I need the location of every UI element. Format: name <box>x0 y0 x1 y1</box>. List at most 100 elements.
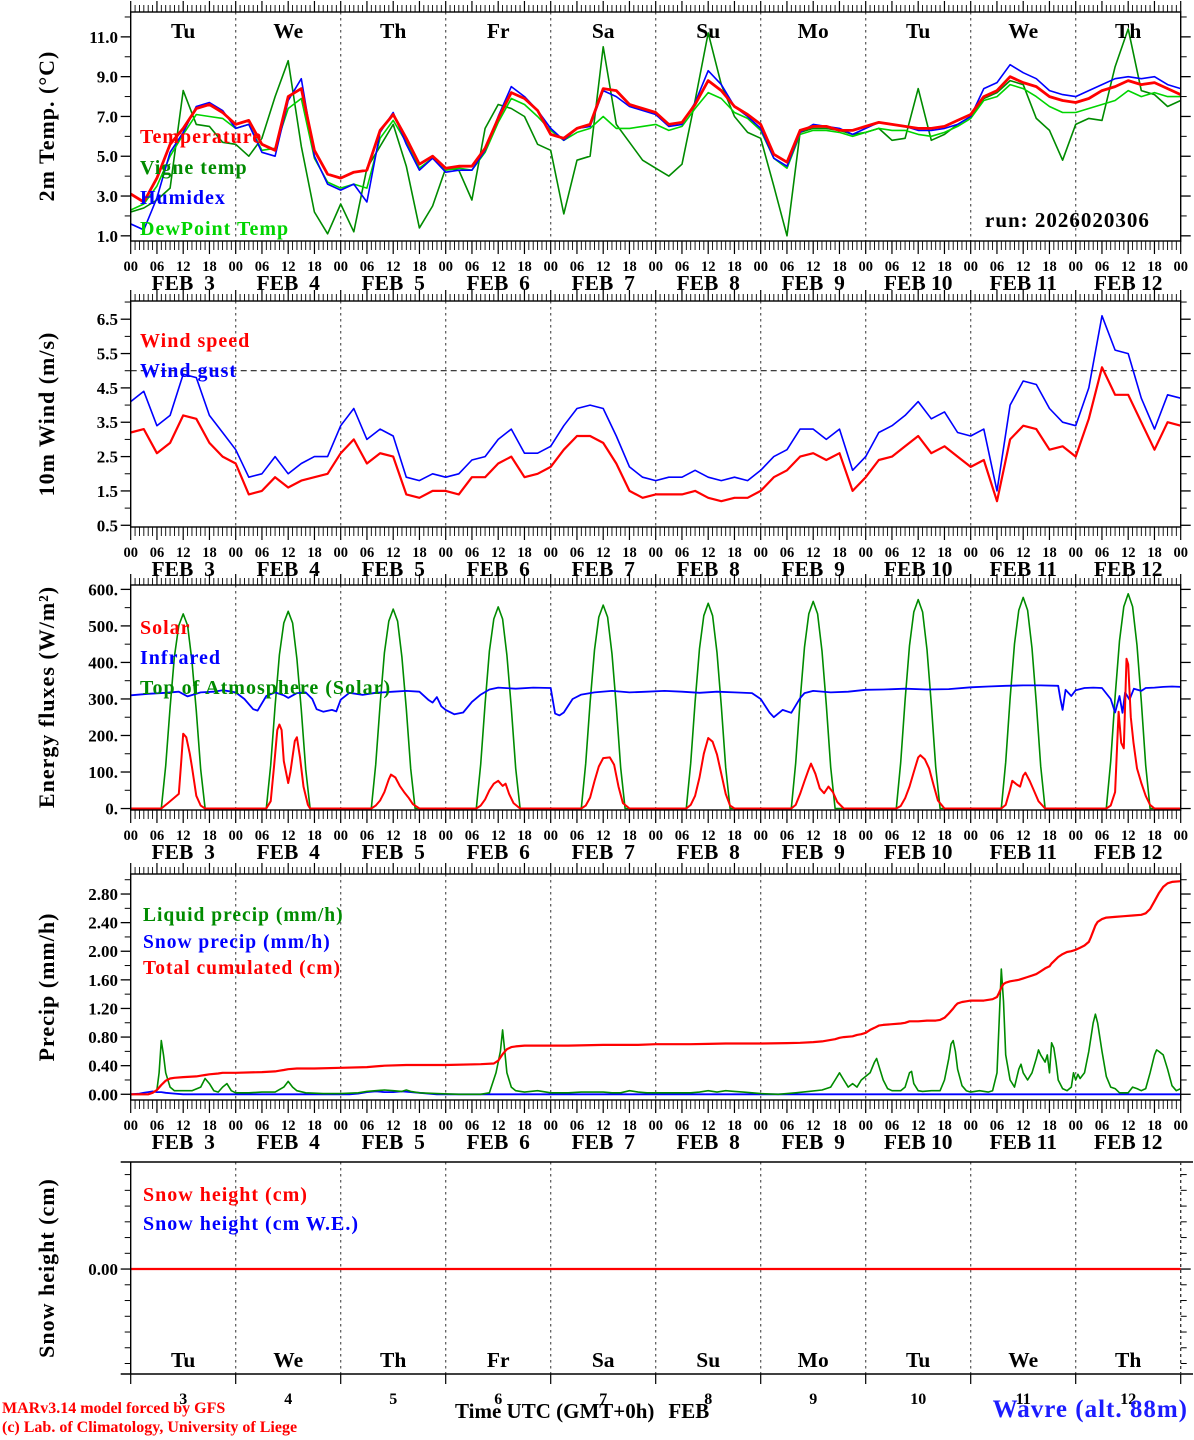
day-name-label: Su <box>696 19 720 43</box>
hour-tick-label: 06 <box>360 259 375 275</box>
date-label: FEB 12 <box>1094 840 1163 864</box>
hour-tick-label: 18 <box>622 545 637 561</box>
hour-tick-label: 00 <box>753 259 768 275</box>
hour-tick-label: 00 <box>438 259 453 275</box>
hour-tick-label: 18 <box>1042 828 1057 844</box>
date-label: FEB 10 <box>884 840 953 864</box>
hour-tick-label: 12 <box>1121 828 1136 844</box>
hour-tick-label: 06 <box>1095 828 1110 844</box>
hour-tick-label: 18 <box>1147 828 1162 844</box>
day-number-label: 11 <box>1016 1391 1031 1408</box>
hour-tick-label: 18 <box>412 1118 427 1134</box>
date-label: FEB 4 <box>257 840 321 864</box>
hour-tick-label: 12 <box>491 259 506 275</box>
infrared-series <box>130 684 1181 719</box>
day-name-label: Tu <box>171 19 195 43</box>
legend-snow-precip-mm-h: Snow precip (mm/h) <box>143 931 331 953</box>
y-tick-label: 2.00 <box>88 942 118 961</box>
hour-tick-label: 12 <box>1121 259 1136 275</box>
hour-tick-label: 06 <box>150 259 165 275</box>
hour-tick-label: 06 <box>1095 545 1110 561</box>
y-tick-label: 1.20 <box>88 999 118 1018</box>
day-name-label: Tu <box>171 1348 195 1372</box>
hour-tick-label: 12 <box>1016 259 1031 275</box>
hour-tick-label: 06 <box>780 828 795 844</box>
total-cumulated-series <box>130 880 1181 1096</box>
lab-credit: (c) Lab. of Climatology, University of L… <box>2 1419 298 1436</box>
day-name-label: We <box>273 19 303 43</box>
day-number-label: 4 <box>284 1391 292 1408</box>
hour-tick-label: 12 <box>806 828 821 844</box>
hour-tick-label: 06 <box>465 545 480 561</box>
hour-tick-label: 12 <box>281 1118 296 1134</box>
y-tick-label: 600. <box>88 580 118 599</box>
date-label: FEB 3 <box>152 840 216 864</box>
day-number-label: 5 <box>389 1391 397 1408</box>
hour-tick-label: 18 <box>832 828 847 844</box>
hour-tick-label: 00 <box>333 545 348 561</box>
dewpoint-temp-series <box>130 83 1181 211</box>
hour-tick-label: 00 <box>963 1118 978 1134</box>
date-label: FEB 8 <box>677 840 741 864</box>
y-tick-label: 0.00 <box>88 1085 118 1104</box>
date-label: FEB 7 <box>572 840 636 864</box>
hour-tick-label: 00 <box>1173 828 1188 844</box>
date-label: FEB 5 <box>362 1130 425 1154</box>
temp-axis-title: 2m Temp. (°C) <box>34 50 59 202</box>
hour-tick-label: 18 <box>832 545 847 561</box>
hour-tick-label: 12 <box>1016 1118 1031 1134</box>
day-name-label: We <box>273 1348 303 1372</box>
day-number-label: 9 <box>809 1391 817 1408</box>
hour-tick-label: 18 <box>307 545 322 561</box>
hour-tick-label: 00 <box>333 828 348 844</box>
hour-tick-label: 06 <box>885 1118 900 1134</box>
hour-tick-label: 06 <box>360 828 375 844</box>
hour-tick-label: 18 <box>202 545 217 561</box>
y-tick-label: 200. <box>88 726 118 745</box>
y-tick-label: 2.80 <box>88 885 118 904</box>
hour-tick-label: 00 <box>123 259 138 275</box>
day-name-label: Th <box>380 19 406 43</box>
hour-tick-label: 12 <box>596 828 611 844</box>
y-tick-label: 0.5 <box>97 516 118 535</box>
hour-tick-label: 06 <box>885 259 900 275</box>
hour-tick-label: 00 <box>438 828 453 844</box>
hour-tick-label: 06 <box>150 1118 165 1134</box>
hour-tick-label: 18 <box>1042 545 1057 561</box>
legend-solar: Solar <box>140 617 191 639</box>
snow-axis-title: Snow height (cm) <box>34 1178 59 1358</box>
legend-snow-height-cm: Snow height (cm) <box>143 1184 308 1206</box>
y-tick-label: 1.5 <box>97 482 118 501</box>
hour-tick-label: 18 <box>517 545 532 561</box>
hour-tick-label: 12 <box>806 259 821 275</box>
hour-tick-label: 00 <box>228 1118 243 1134</box>
hour-tick-label: 00 <box>648 545 663 561</box>
hour-tick-label: 00 <box>753 1118 768 1134</box>
hour-tick-label: 12 <box>596 259 611 275</box>
hour-tick-label: 06 <box>990 259 1005 275</box>
vigne-temp-series <box>130 28 1181 237</box>
hour-tick-label: 18 <box>622 1118 637 1134</box>
hour-tick-label: 18 <box>832 1118 847 1134</box>
hour-tick-label: 00 <box>648 1118 663 1134</box>
hour-tick-label: 06 <box>570 1118 585 1134</box>
date-label: FEB 9 <box>782 1130 845 1154</box>
date-label: FEB 11 <box>989 840 1057 864</box>
day-number-label: 3 <box>179 1391 187 1408</box>
hour-tick-label: 12 <box>806 545 821 561</box>
hour-tick-label: 12 <box>596 1118 611 1134</box>
hour-tick-label: 00 <box>123 545 138 561</box>
hour-tick-label: 12 <box>176 259 191 275</box>
hour-tick-label: 06 <box>1095 259 1110 275</box>
hour-tick-label: 18 <box>1147 545 1162 561</box>
hour-tick-label: 06 <box>885 545 900 561</box>
hour-tick-label: 06 <box>675 545 690 561</box>
hour-tick-label: 00 <box>963 545 978 561</box>
hour-tick-label: 00 <box>1068 259 1083 275</box>
hour-tick-label: 18 <box>832 259 847 275</box>
day-number-label: 7 <box>599 1391 607 1408</box>
hour-tick-label: 12 <box>491 828 506 844</box>
hour-tick-label: 18 <box>412 545 427 561</box>
hour-tick-label: 00 <box>1173 545 1188 561</box>
hour-tick-label: 12 <box>386 1118 401 1134</box>
